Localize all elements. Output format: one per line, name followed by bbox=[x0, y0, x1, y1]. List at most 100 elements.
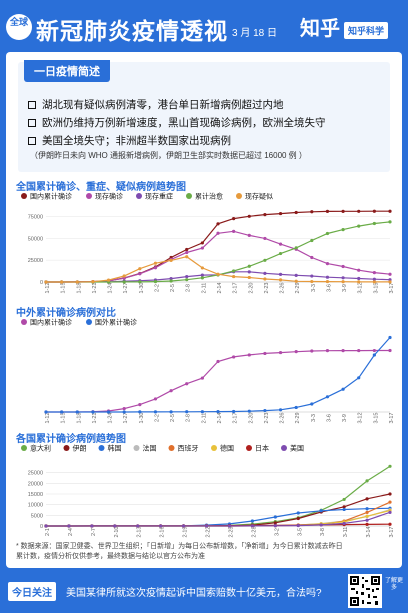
data-point bbox=[44, 280, 48, 284]
x-tick-label: 2-14 bbox=[217, 282, 223, 293]
data-point bbox=[200, 376, 204, 380]
data-point bbox=[342, 497, 346, 502]
x-tick-label: 2-5 bbox=[170, 414, 176, 422]
x-tick-label: 1-24 bbox=[108, 282, 114, 293]
x-tick-label: 2-17 bbox=[233, 282, 239, 293]
date-label: 3 月 18 日 bbox=[232, 28, 278, 39]
data-point bbox=[169, 276, 173, 281]
data-point bbox=[372, 271, 376, 275]
data-point bbox=[247, 275, 251, 280]
legend-marker bbox=[86, 319, 92, 325]
x-tick-label: 3-17 bbox=[389, 412, 395, 423]
data-point bbox=[200, 410, 204, 414]
x-tick-label: 1-18 bbox=[76, 282, 82, 293]
data-point bbox=[153, 266, 158, 270]
checkbox-icon bbox=[28, 137, 36, 146]
x-tick-label: 2-2 bbox=[154, 414, 160, 422]
x-tick-label: 2-20 bbox=[248, 412, 254, 423]
y-tick-label: 25000 bbox=[28, 471, 43, 477]
y-tick-label: 0 bbox=[40, 524, 43, 530]
series-line bbox=[46, 465, 391, 527]
chart-country-trend: 意大利 伊朗 韩国 法国 西班牙 德国 日本 美国 0 5000 10000 15000 20000 25… bbox=[21, 444, 395, 538]
data-point bbox=[75, 280, 79, 284]
chart1-title: 全国累计确诊、重症、疑似病例趋势图 bbox=[16, 182, 186, 193]
x-tick-label: 1-30 bbox=[139, 412, 145, 423]
x-tick-label: 2-16 bbox=[160, 526, 166, 537]
data-point bbox=[60, 410, 64, 414]
data-point bbox=[263, 271, 267, 275]
data-source-note: * 数据来源：国家卫健委、世界卫生组织；「日新增」为每日公布新增数，「净新增」为… bbox=[16, 543, 343, 560]
data-point bbox=[138, 280, 142, 284]
data-point bbox=[296, 516, 300, 521]
data-point bbox=[342, 507, 346, 512]
data-point bbox=[216, 272, 220, 276]
data-point bbox=[67, 524, 71, 528]
data-point bbox=[310, 274, 314, 278]
data-point bbox=[153, 410, 158, 414]
today-link[interactable]: 美国某律所就这次疫情起诉中国索赔数十亿美元，合法吗? bbox=[66, 588, 322, 599]
x-tick-label: 2-29 bbox=[295, 412, 301, 423]
y-tick-label: 20000 bbox=[28, 481, 43, 487]
x-tick-label: 2-17 bbox=[233, 412, 239, 423]
x-tick-label: 3-12 bbox=[358, 282, 364, 293]
data-point bbox=[216, 231, 220, 235]
data-point bbox=[247, 353, 251, 357]
data-point bbox=[122, 406, 126, 411]
data-point bbox=[294, 273, 298, 277]
data-point bbox=[122, 410, 126, 414]
data-point bbox=[200, 276, 204, 280]
data-point bbox=[372, 353, 376, 357]
data-point bbox=[44, 524, 48, 528]
x-tick-label: 2-29 bbox=[295, 282, 301, 293]
x-tick-label: 3-3 bbox=[311, 414, 317, 422]
x-tick-label: 3-3 bbox=[311, 284, 317, 292]
data-point bbox=[388, 272, 392, 276]
x-tick-label: 1-27 bbox=[123, 412, 129, 423]
series-line bbox=[46, 349, 390, 413]
data-point bbox=[232, 274, 236, 279]
learn-more-label[interactable]: 了解更多 bbox=[385, 578, 404, 591]
brand-tag: 知乎科学 bbox=[344, 22, 389, 39]
data-point bbox=[388, 209, 392, 213]
data-point bbox=[325, 231, 330, 236]
data-point bbox=[388, 500, 392, 504]
data-point bbox=[341, 276, 345, 280]
summary-title: 一日疫情简述 bbox=[24, 60, 110, 82]
data-point bbox=[216, 359, 220, 364]
x-tick-label: 2-23 bbox=[264, 282, 270, 293]
data-point bbox=[91, 280, 95, 284]
data-point bbox=[319, 523, 323, 527]
x-tick-label: 2-26 bbox=[280, 282, 286, 293]
data-point bbox=[250, 519, 254, 523]
x-tick-label: 2-23 bbox=[264, 412, 270, 423]
data-point bbox=[185, 410, 189, 414]
legend-label: 韩国 bbox=[108, 444, 122, 453]
data-point bbox=[122, 274, 126, 278]
x-tick-label: 2-25 bbox=[228, 526, 234, 537]
x-tick-label: 2-22 bbox=[206, 526, 212, 537]
data-point bbox=[365, 522, 369, 526]
data-point bbox=[138, 267, 142, 271]
data-point bbox=[106, 410, 111, 414]
x-tick-label: 3-6 bbox=[326, 414, 332, 422]
qr-code-icon[interactable] bbox=[348, 574, 382, 608]
y-tick-label: 10000 bbox=[28, 503, 43, 509]
data-point bbox=[294, 210, 298, 215]
data-point bbox=[388, 510, 392, 514]
legend-label: 国内累计确诊 bbox=[30, 192, 72, 201]
data-point bbox=[232, 217, 236, 221]
data-point bbox=[365, 510, 369, 514]
data-point bbox=[341, 227, 345, 232]
data-point bbox=[232, 269, 236, 273]
data-point bbox=[185, 382, 189, 386]
legend-marker bbox=[63, 445, 70, 451]
data-point bbox=[372, 280, 376, 284]
data-point bbox=[310, 279, 314, 284]
data-point bbox=[341, 387, 345, 391]
data-point bbox=[185, 247, 189, 252]
x-tick-label: 1-18 bbox=[76, 412, 82, 423]
bottom-bar: 今日关注 美国某律所就这次疫情起诉中国索赔数十亿美元，合法吗? bbox=[0, 572, 408, 612]
y-tick-label: 15000 bbox=[28, 492, 43, 498]
data-point bbox=[278, 278, 283, 282]
x-tick-label: 3-9 bbox=[342, 414, 348, 422]
